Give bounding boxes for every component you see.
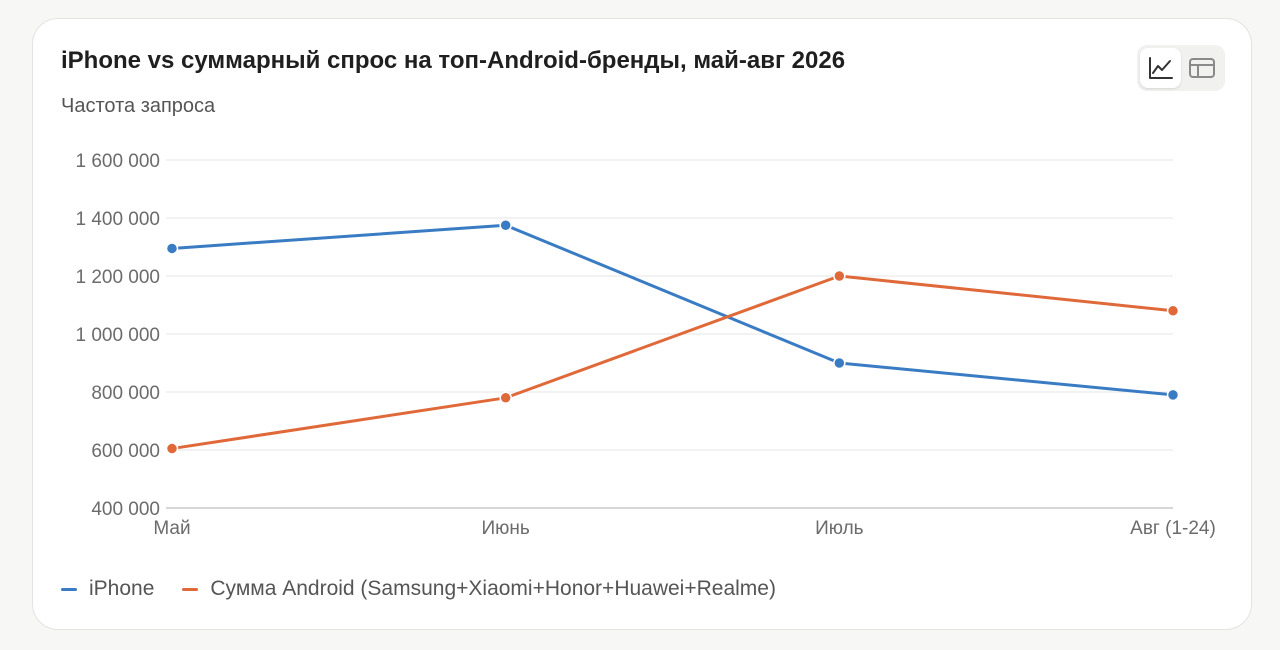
legend-item-android[interactable]: Сумма Android (Samsung+Xiaomi+Honor+Huaw… (182, 577, 776, 601)
y-tick-label: 1 400 000 (75, 209, 160, 230)
y-tick-label: 1 200 000 (75, 267, 160, 288)
data-point-android[interactable] (499, 391, 512, 405)
data-point-android[interactable] (1166, 304, 1180, 318)
data-point-android[interactable] (165, 442, 179, 455)
table-view-button[interactable] (1181, 48, 1222, 88)
y-tick-label: 400 000 (91, 499, 160, 520)
data-point-android[interactable] (833, 269, 846, 283)
legend-label-android: Сумма Android (Samsung+Xiaomi+Honor+Huaw… (210, 577, 776, 600)
legend-item-iphone[interactable]: iPhone (61, 577, 154, 601)
y-axis-label: Частота запроса (61, 95, 216, 117)
x-tick-label: Авг (1-24) (1130, 518, 1216, 539)
data-point-iphone[interactable] (833, 356, 846, 370)
chart-card: iPhone vs суммарный спрос на топ-Android… (32, 18, 1252, 630)
line-chart-icon (1148, 57, 1173, 79)
legend: iPhone Сумма Android (Samsung+Xiaomi+Hon… (61, 577, 804, 601)
view-toggle (1137, 45, 1225, 91)
line-chart: 400 000 600 000 800 000 1 000 000 1 200 000 1… (75, 151, 1216, 539)
data-point-iphone[interactable] (165, 242, 179, 255)
series-line-android (170, 274, 1175, 451)
y-tick-label: 800 000 (91, 383, 160, 404)
y-tick-label: 600 000 (91, 441, 160, 462)
y-tick-label: 1 000 000 (75, 325, 160, 346)
x-tick-label: Июль (815, 518, 864, 539)
table-icon (1188, 58, 1215, 78)
line-view-button[interactable] (1140, 48, 1181, 88)
data-point-iphone[interactable] (1166, 388, 1180, 402)
legend-swatch-android (182, 587, 199, 591)
legend-label-iphone: iPhone (89, 577, 155, 600)
legend-swatch-iphone (61, 587, 77, 591)
y-tick-label: 1 600 000 (75, 151, 160, 172)
series-line-iphone (170, 223, 1175, 397)
chart-title: iPhone vs суммарный спрос на топ-Android… (61, 47, 846, 74)
data-point-iphone[interactable] (499, 219, 512, 232)
x-tick-label: Июнь (482, 518, 530, 539)
x-tick-label: Май (153, 518, 190, 539)
